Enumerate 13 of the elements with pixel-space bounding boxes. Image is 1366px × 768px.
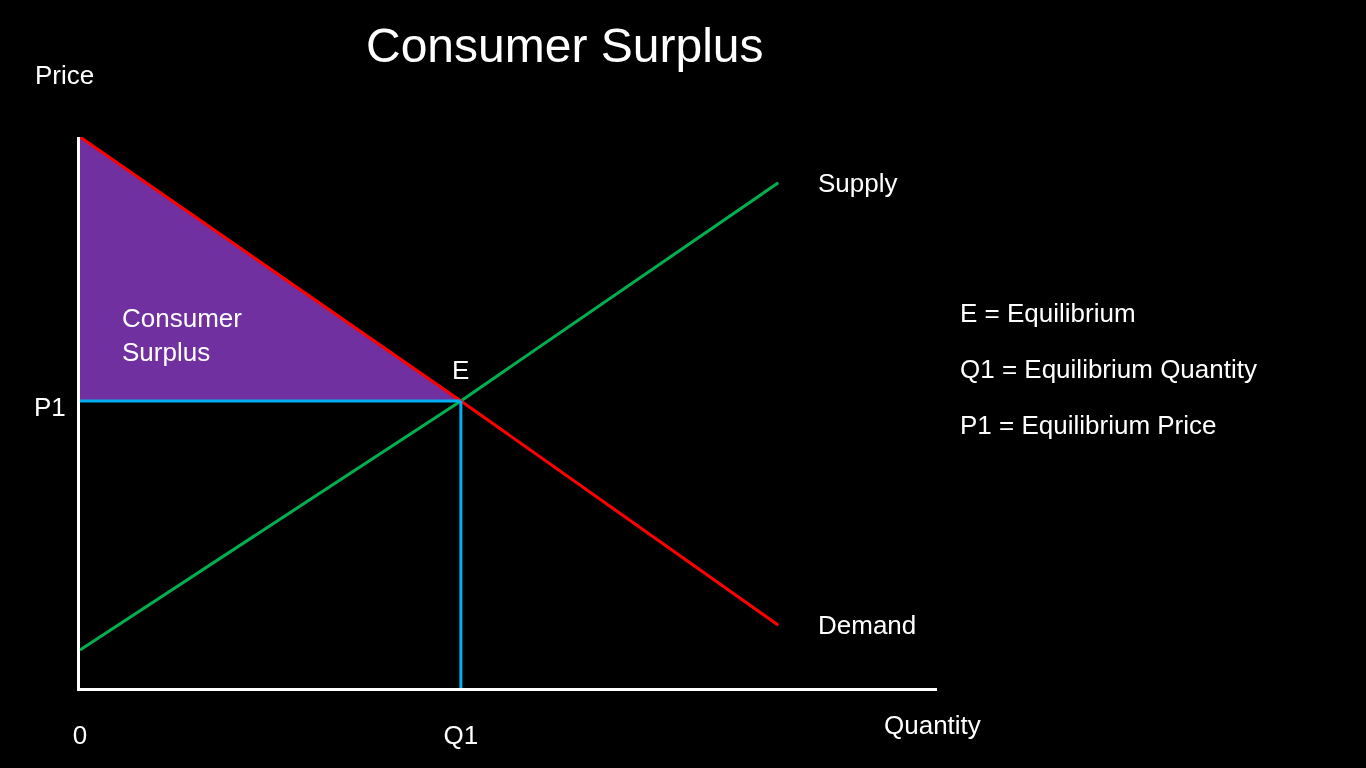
chart-title: Consumer Surplus (366, 19, 764, 72)
x-tick-label: 0 (72, 720, 88, 751)
series-label: Demand (818, 610, 917, 640)
series-label: Supply (818, 168, 898, 198)
annotation: E (452, 355, 470, 385)
ref-line-label: P1 (34, 392, 66, 422)
text: E = Equilibrium (960, 298, 1136, 328)
x-tick-label: Q1 (443, 720, 479, 751)
y-axis-title: Price (35, 60, 95, 90)
series-label: Consumer Surplus (122, 303, 243, 367)
text: P1 = Equilibrium Price (960, 410, 1217, 440)
text: Q1 = Equilibrium Quantity (960, 354, 1257, 384)
x-axis-title: Quantity (884, 710, 981, 740)
